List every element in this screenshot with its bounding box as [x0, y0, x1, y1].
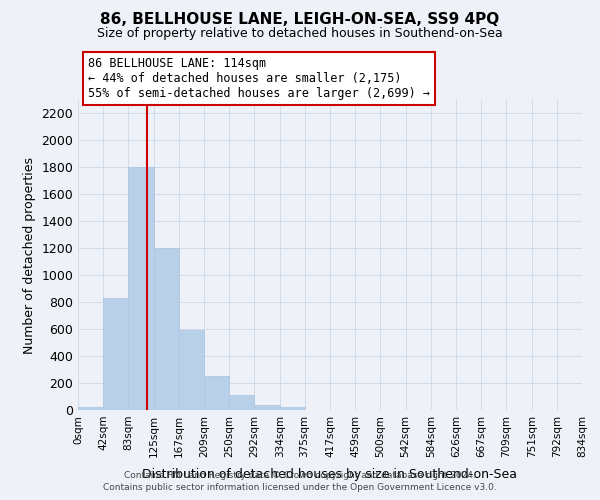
Text: Size of property relative to detached houses in Southend-on-Sea: Size of property relative to detached ho… — [97, 28, 503, 40]
Bar — [205, 376, 229, 410]
Bar — [179, 330, 205, 410]
X-axis label: Distribution of detached houses by size in Southend-on-Sea: Distribution of detached houses by size … — [143, 468, 517, 481]
Text: 86 BELLHOUSE LANE: 114sqm
← 44% of detached houses are smaller (2,175)
55% of se: 86 BELLHOUSE LANE: 114sqm ← 44% of detac… — [88, 57, 430, 100]
Bar — [128, 168, 154, 410]
Bar — [229, 394, 254, 410]
Bar — [280, 408, 305, 410]
Text: 86, BELLHOUSE LANE, LEIGH-ON-SEA, SS9 4PQ: 86, BELLHOUSE LANE, LEIGH-ON-SEA, SS9 4P… — [100, 12, 500, 28]
Text: Contains public sector information licensed under the Open Government Licence v3: Contains public sector information licen… — [103, 484, 497, 492]
Y-axis label: Number of detached properties: Number of detached properties — [23, 156, 36, 354]
Bar — [103, 298, 128, 410]
Text: Contains HM Land Registry data © Crown copyright and database right 2024.: Contains HM Land Registry data © Crown c… — [124, 471, 476, 480]
Bar — [78, 408, 103, 410]
Bar — [254, 404, 280, 410]
Bar — [154, 248, 179, 410]
